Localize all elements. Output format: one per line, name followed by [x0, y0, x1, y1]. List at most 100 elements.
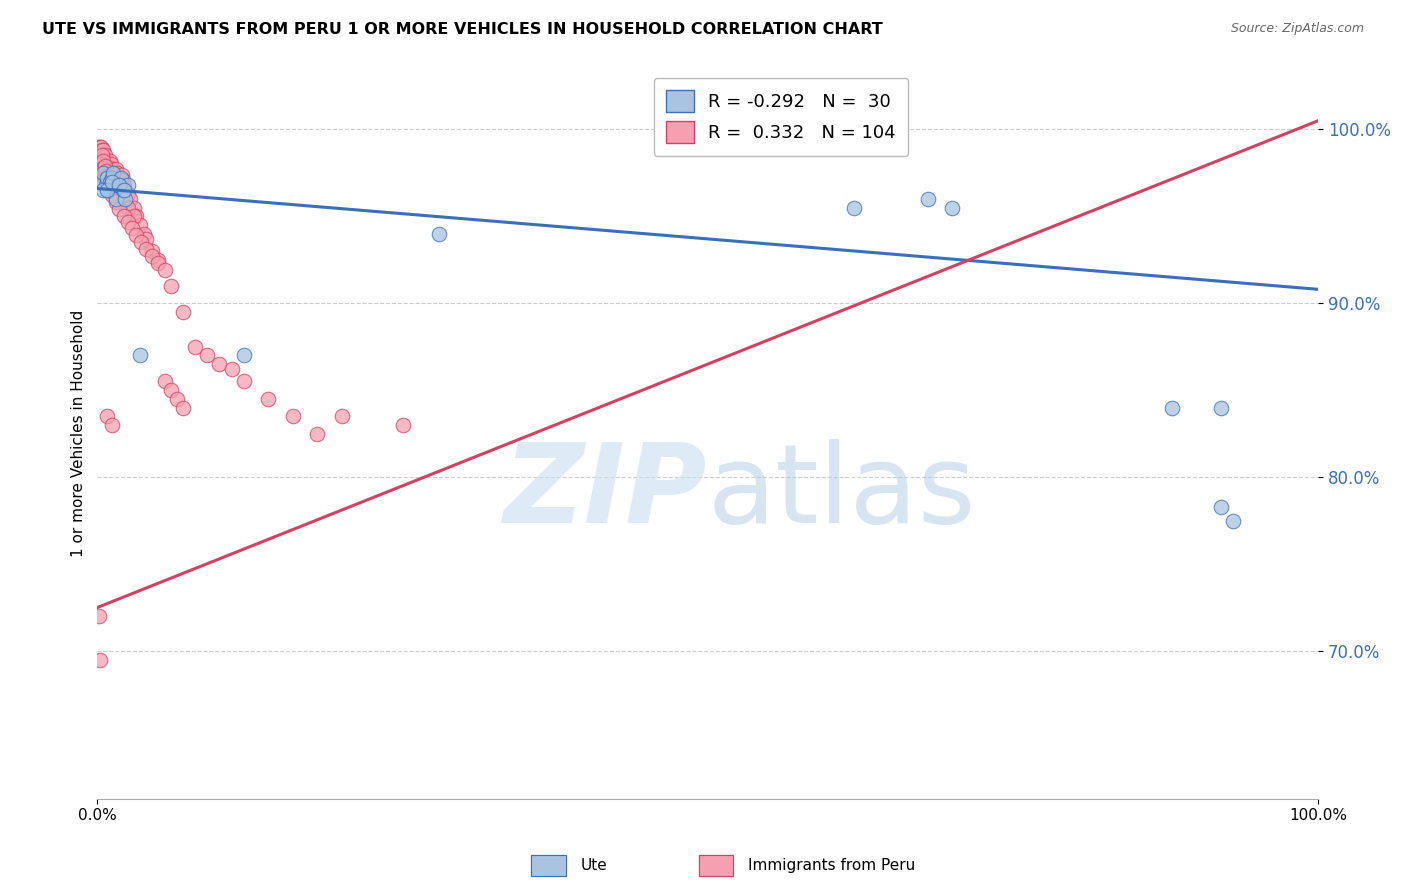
- Point: [90, 140, 112, 154]
- Point: [117, 201, 139, 215]
- Point: [121, 221, 143, 235]
- Point: [112, 178, 135, 192]
- Text: ZIP: ZIP: [505, 439, 707, 546]
- Point: [93, 171, 115, 186]
- Point: [93, 148, 115, 162]
- Point: [98, 183, 121, 197]
- FancyBboxPatch shape: [531, 855, 565, 876]
- Point: [101, 188, 124, 202]
- Point: [135, 232, 157, 246]
- Point: [112, 183, 135, 197]
- Text: Immigrants from Peru: Immigrants from Peru: [748, 858, 915, 872]
- Point: [111, 168, 134, 182]
- Point: [111, 173, 134, 187]
- Point: [90, 152, 112, 166]
- Point: [98, 153, 121, 168]
- Point: [172, 401, 194, 415]
- Point: [89, 140, 111, 154]
- Point: [96, 169, 118, 184]
- Point: [93, 166, 115, 180]
- Point: [117, 214, 139, 228]
- Point: [122, 201, 145, 215]
- Point: [114, 183, 136, 197]
- Point: [90, 175, 112, 189]
- Point: [105, 166, 128, 180]
- Point: [125, 209, 148, 223]
- Point: [101, 173, 124, 187]
- Point: [97, 175, 120, 189]
- Point: [844, 201, 866, 215]
- Point: [103, 166, 125, 180]
- Point: [122, 209, 145, 223]
- Point: [91, 143, 114, 157]
- Point: [94, 164, 117, 178]
- Point: [232, 375, 254, 389]
- Point: [125, 228, 148, 243]
- Point: [87, 609, 110, 624]
- Legend: R = -0.292   N =  30, R =  0.332   N = 104: R = -0.292 N = 30, R = 0.332 N = 104: [654, 78, 908, 156]
- Point: [104, 195, 127, 210]
- Point: [110, 181, 132, 195]
- Point: [93, 143, 115, 157]
- Point: [107, 178, 129, 192]
- Point: [101, 162, 124, 177]
- Point: [93, 166, 115, 180]
- Point: [93, 169, 115, 184]
- Point: [129, 348, 152, 362]
- Point: [148, 252, 170, 267]
- Point: [91, 157, 114, 171]
- Point: [111, 192, 134, 206]
- FancyBboxPatch shape: [699, 855, 734, 876]
- Point: [89, 653, 111, 667]
- Point: [1222, 514, 1244, 528]
- Point: [184, 340, 207, 354]
- Point: [159, 383, 181, 397]
- Point: [427, 227, 450, 241]
- Point: [96, 176, 118, 190]
- Point: [87, 161, 110, 175]
- Point: [120, 192, 142, 206]
- Point: [391, 417, 413, 432]
- Point: [104, 162, 127, 177]
- Text: atlas: atlas: [707, 439, 976, 546]
- Point: [94, 178, 117, 192]
- Point: [91, 166, 114, 180]
- Point: [96, 183, 118, 197]
- Point: [89, 148, 111, 162]
- Point: [131, 235, 153, 250]
- Point: [1209, 500, 1232, 514]
- Point: [96, 409, 118, 424]
- Point: [91, 148, 114, 162]
- Point: [132, 227, 155, 241]
- Point: [90, 166, 112, 180]
- Point: [93, 159, 115, 173]
- Point: [107, 171, 129, 186]
- Point: [108, 178, 131, 192]
- Point: [96, 157, 118, 171]
- Point: [87, 148, 110, 162]
- Point: [100, 168, 122, 182]
- Point: [112, 209, 135, 223]
- Point: [97, 183, 120, 197]
- Point: [98, 175, 121, 189]
- Point: [101, 175, 124, 189]
- Point: [97, 171, 120, 186]
- Point: [307, 426, 329, 441]
- Point: [330, 409, 353, 424]
- Point: [281, 409, 304, 424]
- Point: [93, 161, 115, 175]
- Text: Ute: Ute: [581, 858, 607, 872]
- Point: [100, 157, 122, 171]
- Point: [172, 305, 194, 319]
- Point: [96, 168, 118, 182]
- Point: [221, 362, 243, 376]
- Point: [93, 155, 115, 169]
- Point: [257, 392, 280, 406]
- Point: [103, 166, 125, 180]
- Point: [96, 171, 118, 186]
- Point: [141, 244, 163, 258]
- Point: [94, 171, 117, 186]
- Point: [114, 192, 136, 206]
- Point: [87, 140, 110, 154]
- Point: [153, 375, 176, 389]
